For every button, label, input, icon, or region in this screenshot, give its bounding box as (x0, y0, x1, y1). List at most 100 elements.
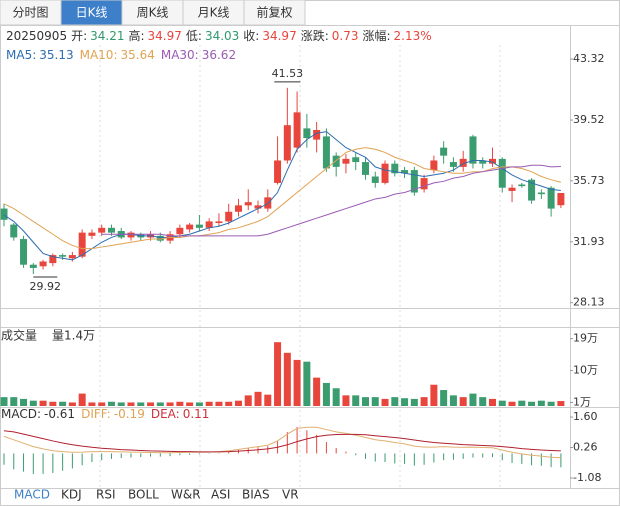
candle-body (498, 158, 506, 188)
candle-body (459, 158, 467, 167)
candle-body (215, 221, 223, 224)
y-tick-label: -1.08 (573, 471, 601, 484)
volume-bar (381, 398, 389, 406)
candle-body (479, 160, 487, 164)
volume-bar (547, 401, 555, 406)
y-tick-label: 31.93 (573, 235, 605, 248)
volume-bar (234, 400, 242, 406)
candle-body (371, 176, 379, 183)
indicator-tab[interactable]: ASI (211, 488, 230, 502)
tab[interactable] (243, 0, 306, 26)
line-series (3, 131, 561, 261)
candle-body (49, 255, 57, 264)
candle-body (391, 163, 399, 174)
volume-bar (10, 397, 18, 406)
macd-legend: MACD: -0.61 DIFF: -0.19 DEA: 0.11 (1, 407, 209, 421)
candle-body (176, 227, 184, 235)
candle-body (274, 160, 282, 183)
legend-value: -0.61 (44, 407, 75, 421)
volume-bar (293, 359, 301, 406)
volume-bar (254, 391, 262, 406)
tab-label[interactable]: 分时图 (12, 6, 48, 20)
legend-label: MACD: (1, 407, 41, 421)
info-value: 34.97 (262, 29, 296, 43)
candle-body (195, 224, 203, 228)
legend-value: 36.62 (202, 48, 236, 62)
tab-label[interactable]: 前复权 (256, 5, 292, 20)
indicator-tab[interactable]: RSI (96, 488, 116, 502)
candle-body (156, 235, 164, 241)
info-label: 涨跌: (301, 28, 329, 43)
y-tick-label: 0.26 (573, 441, 598, 454)
volume-bar (264, 394, 272, 406)
candle-body (537, 192, 545, 195)
candle-body (557, 193, 565, 206)
indicator-tab[interactable]: KDJ (61, 488, 82, 502)
tab-label[interactable]: 周K线 (137, 6, 169, 20)
volume-bar (156, 402, 164, 406)
candle-body (29, 264, 37, 268)
volume-bar (440, 390, 448, 406)
candle-body (547, 187, 555, 209)
indicator-tab[interactable]: MACD (14, 488, 50, 502)
volume-bar (176, 401, 184, 406)
candle-body (39, 261, 47, 267)
volume-bar (528, 401, 536, 406)
legend-value: -0.19 (114, 407, 145, 421)
tab[interactable] (60, 0, 123, 26)
volume-bar (518, 400, 526, 406)
volume-bar (98, 402, 106, 406)
legend-label: DEA: (151, 407, 180, 421)
volume-bar (49, 401, 57, 406)
y-tick-label: 19万 (573, 332, 598, 345)
candle-body (440, 147, 448, 156)
info-value: 0.73 (332, 29, 359, 43)
ma-legend: MA5: 35.13 MA10: 35.64 MA30: 36.62 (6, 48, 236, 62)
tab-label[interactable]: 日K线 (76, 6, 108, 20)
volume-bar (361, 397, 369, 406)
volume-bar (147, 402, 155, 406)
vertical-grid (99, 45, 501, 488)
tab[interactable] (0, 0, 62, 26)
info-label: 开: (71, 29, 87, 43)
volume-bar (332, 388, 340, 406)
annotation: 41.53 (272, 67, 304, 80)
volume-bar (39, 400, 47, 406)
volume-bar (479, 397, 487, 406)
candle-body (264, 197, 272, 209)
legend-value: 0.11 (183, 407, 210, 421)
candle-body (68, 255, 76, 259)
tab[interactable] (121, 0, 184, 26)
candle-body (88, 232, 96, 236)
volume-bar (166, 402, 174, 406)
volume-bar (401, 398, 409, 406)
candle-body (107, 227, 115, 233)
volume-bar (449, 395, 457, 406)
candle-body (401, 170, 409, 174)
panel-subtitle: 量1.4万 (52, 329, 95, 343)
candle-body (332, 155, 340, 167)
candle-body (430, 160, 438, 171)
volume-bar (322, 382, 330, 406)
candle-body (225, 211, 233, 222)
candle-body (528, 179, 536, 201)
line-series (3, 430, 561, 453)
indicator-tab[interactable]: VR (282, 488, 299, 502)
candle-body (361, 162, 369, 175)
volume-bar (557, 401, 565, 406)
volume-bar (127, 402, 135, 406)
candle-body (508, 187, 516, 191)
y-tick-label: 39.52 (573, 113, 605, 126)
indicator-tab[interactable]: W&R (171, 488, 201, 502)
indicator-tab[interactable]: BIAS (242, 488, 270, 502)
indicator-tab[interactable]: BOLL (128, 488, 159, 502)
candle-body (244, 202, 252, 206)
line-series (3, 147, 562, 250)
candle-body (98, 227, 106, 233)
candle-body (20, 239, 28, 265)
volume-bar (391, 397, 399, 406)
candle-body (489, 158, 496, 164)
tab-label[interactable]: 月K线 (198, 6, 230, 20)
info-label: 收: (243, 29, 259, 43)
